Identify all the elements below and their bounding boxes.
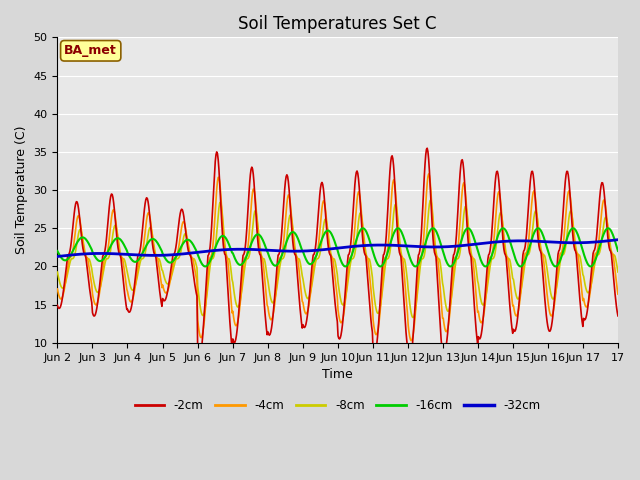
X-axis label: Time: Time <box>323 368 353 381</box>
Text: BA_met: BA_met <box>65 44 117 57</box>
Y-axis label: Soil Temperature (C): Soil Temperature (C) <box>15 126 28 254</box>
Legend: -2cm, -4cm, -8cm, -16cm, -32cm: -2cm, -4cm, -8cm, -16cm, -32cm <box>130 395 545 417</box>
Title: Soil Temperatures Set C: Soil Temperatures Set C <box>239 15 437 33</box>
